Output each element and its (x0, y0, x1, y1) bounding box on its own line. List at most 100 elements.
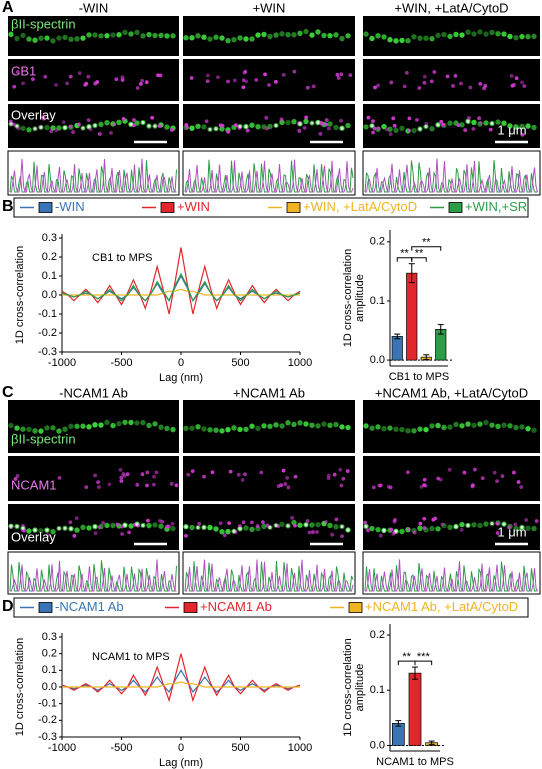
spectrin-spot (315, 423, 321, 429)
y-tick-label: 0.0 (370, 739, 385, 751)
spectrin-spot (80, 423, 86, 429)
marker-spot (373, 85, 377, 90)
spectrin-spot (8, 31, 14, 38)
spectrin-spot (237, 35, 243, 41)
marker-spot (468, 85, 473, 90)
marker-spot (265, 126, 270, 131)
marker-spot (339, 483, 344, 488)
spectrin-spot (225, 528, 231, 535)
marker-spot (12, 84, 17, 89)
marker-spot (345, 469, 350, 473)
y-axis-title: amplitude (354, 274, 366, 322)
legend-label: +WIN, +LatA/CytoD (303, 199, 417, 214)
spectrin-spot (225, 37, 231, 44)
spectrin-spot (104, 522, 110, 529)
marker-spot (339, 118, 343, 123)
spectrin-spot (116, 119, 122, 126)
spectrin-spot (110, 522, 116, 529)
spectrin-spot (189, 524, 195, 531)
marker-spot (150, 115, 155, 120)
marker-spot (473, 467, 477, 472)
spectrin-spot (158, 424, 164, 430)
marker-spot (438, 477, 443, 482)
marker-spot (232, 78, 237, 83)
legend-label: +WIN (177, 199, 210, 214)
colocalized-spot (93, 525, 97, 529)
y-tick-label: 0.0 (42, 289, 57, 301)
image-panel: C -NCAM1 Ab +NCAM1 Ab +NCAM1 Ab, +LatA/Cyto… (2, 384, 541, 595)
spectrin-spot (375, 424, 381, 430)
spectrin-spot (8, 422, 14, 429)
spectrin-spot (261, 423, 267, 429)
marker-spot (378, 533, 383, 538)
colocalized-spot (63, 126, 67, 130)
colocalized-spot (208, 127, 212, 132)
marker-spot (122, 473, 127, 478)
spectrin-spot (201, 426, 207, 432)
marker-spot (297, 129, 302, 133)
spectrin-spot (249, 36, 255, 42)
colocalized-spot (466, 119, 470, 123)
colocalized-spot (274, 523, 278, 527)
marker-spot (237, 524, 242, 529)
spectrin-spot (513, 124, 519, 130)
condition-label: +WIN, +LatA/CytoD (394, 0, 508, 15)
y-tick-label: 0.3 (42, 232, 57, 244)
marker-spot (233, 123, 238, 128)
marker-spot (339, 72, 344, 77)
spectrin-spot (140, 33, 146, 39)
marker-spot (311, 530, 315, 534)
marker-spot (68, 124, 73, 129)
marker-spot (45, 533, 50, 537)
marker-spot (386, 484, 391, 489)
spectrin-spot (170, 525, 176, 532)
intensity-profile (185, 159, 354, 193)
spectrin-spot (26, 36, 32, 42)
colocalized-spot (238, 527, 242, 531)
marker-spot (305, 85, 310, 90)
marker-spot (76, 122, 81, 127)
spectrin-spot (20, 426, 26, 432)
marker-spot (326, 476, 331, 481)
spectrin-spot (507, 423, 513, 429)
bar (391, 336, 403, 361)
marker-spot (97, 485, 101, 489)
marker-spot (226, 79, 230, 84)
spectrin-spot (441, 31, 447, 38)
x-tick-label: -1000 (48, 357, 76, 369)
spectrin-spot (38, 428, 44, 434)
colocalized-spot (33, 127, 37, 131)
spectrin-spot (309, 32, 315, 38)
marker-spot (330, 532, 335, 537)
spectrin-spot (243, 525, 249, 531)
legend-swatch (38, 602, 53, 613)
spectrin-spot (219, 428, 225, 434)
bar (391, 723, 405, 746)
marker-spot (264, 115, 269, 120)
spectrin-spot (279, 521, 285, 528)
marker-spot (145, 483, 149, 488)
colocalized-spot (244, 124, 248, 129)
channel-label: Overlay (11, 529, 56, 544)
x-tick-label: 500 (231, 742, 249, 754)
marker-spot (467, 116, 471, 120)
colocalized-spot (298, 122, 302, 126)
marker-spot (170, 521, 175, 526)
y-tick-label: 0.2 (370, 629, 385, 641)
spectrin-spot (447, 33, 453, 40)
legend-label: +WIN,+SR (465, 199, 527, 214)
marker-spot (391, 116, 396, 121)
spectrin-spot (98, 33, 104, 39)
marker-spot (61, 120, 66, 125)
marker-spot (197, 521, 202, 526)
spectrin-spot (14, 425, 20, 431)
marker-spot (166, 524, 171, 529)
marker-spot (520, 132, 525, 137)
spectrin-spot (26, 528, 32, 534)
panel-letter: C (2, 384, 14, 401)
colocalized-spot (202, 525, 206, 529)
y-tick-label: -0.1 (38, 308, 57, 320)
y-tick-label: -0.2 (38, 714, 57, 726)
y-axis-title: amplitude (354, 664, 366, 712)
marker-spot (478, 82, 483, 86)
